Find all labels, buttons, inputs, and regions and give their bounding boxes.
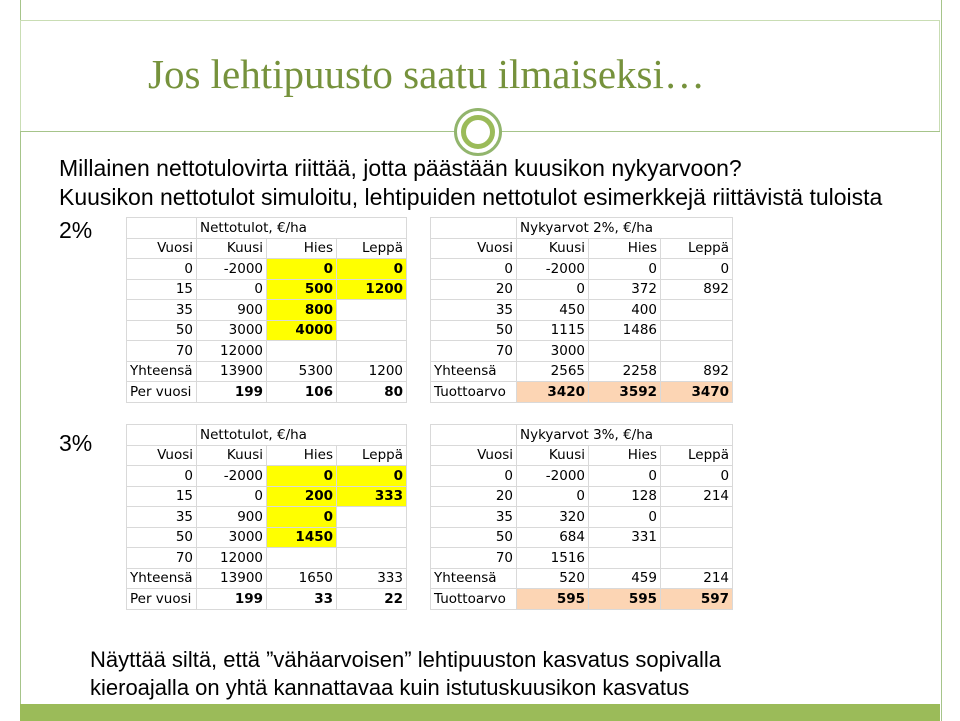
income-table-2pct: Nettotulot, €/ha Vuosi Kuusi Hies Leppä … [126,217,407,403]
conclusion-note: Näyttää siltä, että ”vähäarvoisen” lehti… [90,646,790,702]
table-row: 0 -2000 0 0 [430,258,734,280]
total-row: Yhteensä 2565 2258 892 [430,360,734,382]
income-table-3pct: Nettotulot, €/ha Vuosi Kuusi Hies Leppä … [126,424,407,610]
land-value-row: Tuottoarvo 3420 3592 3470 [430,381,734,403]
table-row: 35 320 0 [430,506,734,528]
rate-label-2: 2% [59,217,93,243]
income-table-title: Nettotulot, €/ha [196,424,407,446]
table-row: 70 12000 [126,340,407,362]
table-row: 15 0 200 333 [126,485,407,507]
conclusion-line-1: Näyttää siltä, että ”vähäarvoisen” lehti… [90,647,722,672]
npv-table-3pct: Nykyarvot 3%, €/ha Vuosi Kuusi Hies Lepp… [430,424,734,610]
table-row: 35 450 400 [430,299,734,321]
table-row: 50 3000 1450 [126,526,407,548]
rate-label-3: 3% [59,430,93,456]
table-row: 0 -2000 0 0 [126,258,407,280]
income-table-title: Nettotulot, €/ha [196,217,407,239]
total-row: Yhteensä 13900 5300 1200 [126,360,407,382]
table-header-row: Vuosi Kuusi Hies Leppä [430,444,734,466]
slide-title: Jos lehtipuusto saatu ilmaiseksi… [148,51,705,97]
npv-table-2pct: Nykyarvot 2%, €/ha Vuosi Kuusi Hies Lepp… [430,217,734,403]
subtitle-description: Kuusikon nettotulot simuloitu, lehtipuid… [59,184,883,210]
npv-table-title: Nykyarvot 3%, €/ha [515,424,734,446]
footer-accent-bar [20,704,940,721]
total-row: Yhteensä 520 459 214 [430,567,734,589]
conclusion-line-2: kieroajalla on yhtä kannattavaa kuin ist… [90,675,690,700]
table-row: 0 -2000 0 0 [430,465,734,487]
table-row: 20 0 128 214 [430,485,734,507]
npv-table-title: Nykyarvot 2%, €/ha [515,217,734,239]
table-row: 50 3000 4000 [126,319,407,341]
table-row: 15 0 500 1200 [126,278,407,300]
total-row: Yhteensä 13900 1650 333 [126,567,407,589]
table-row: 70 3000 [430,340,734,362]
table-header-row: Vuosi Kuusi Hies Leppä [126,237,407,259]
table-row: 35 900 0 [126,506,407,528]
table-row: 20 0 372 892 [430,278,734,300]
table-header-row: Vuosi Kuusi Hies Leppä [126,444,407,466]
per-year-row: Per vuosi 199 106 80 [126,381,407,403]
table-row: 50 1115 1486 [430,319,734,341]
subtitle-question: Millainen nettotulovirta riittää, jotta … [59,155,742,181]
land-value-row: Tuottoarvo 595 595 597 [430,588,734,610]
table-row: 0 -2000 0 0 [126,465,407,487]
ring-ornament-inner-icon [461,115,495,149]
table-header-row: Vuosi Kuusi Hies Leppä [430,237,734,259]
per-year-row: Per vuosi 199 33 22 [126,588,407,610]
table-row: 70 12000 [126,547,407,569]
table-row: 70 1516 [430,547,734,569]
table-row: 35 900 800 [126,299,407,321]
table-row: 50 684 331 [430,526,734,548]
